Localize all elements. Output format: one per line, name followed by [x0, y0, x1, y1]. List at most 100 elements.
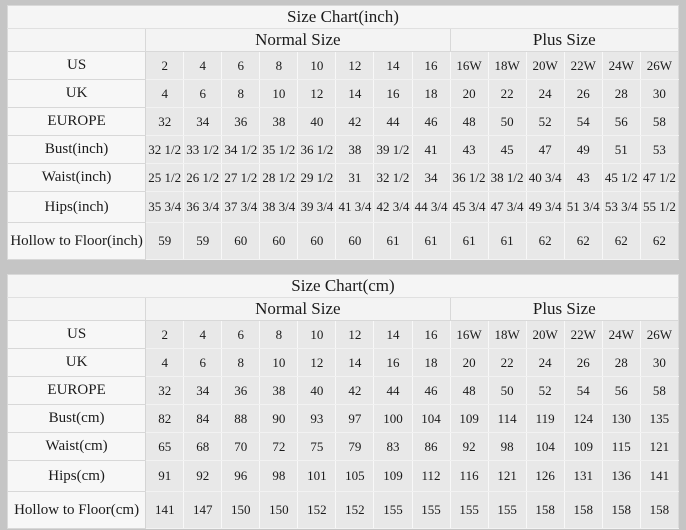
value-cell: 18W: [487, 51, 527, 80]
table-row: Hips(inch) 35 3/4 36 3/4 37 3/4 38 3/4 39 3/4…: [7, 191, 679, 223]
value-cell: 16: [411, 320, 451, 349]
value-cell: 31: [335, 163, 374, 192]
table-title-cm: Size Chart(cm): [7, 274, 679, 298]
value-cell: 84: [183, 404, 222, 433]
corner-cell: [7, 297, 147, 321]
corner-cell: [7, 28, 147, 52]
value-cell: 105: [335, 460, 374, 492]
value-cell: 136: [601, 460, 641, 492]
value-cell: 33 1/2: [183, 135, 222, 164]
value-cell: 155: [411, 491, 451, 529]
value-cell: 16: [373, 348, 412, 377]
value-cell: 124: [563, 404, 603, 433]
value-cell: 47: [525, 135, 565, 164]
table-row: Hips(cm) 91 92 96 98 101 105 109 112 116 121 126 131…: [7, 460, 679, 492]
row-label: UK: [7, 79, 147, 108]
value-cell: 119: [525, 404, 565, 433]
value-cell: 6: [183, 79, 222, 108]
value-cell: 22W: [563, 51, 603, 80]
value-cell: 41 3/4: [335, 191, 374, 223]
value-cell: 34 1/2: [221, 135, 260, 164]
value-cell: 61: [373, 222, 412, 260]
value-cell: 28: [601, 79, 641, 108]
row-label: EUROPE: [7, 376, 147, 405]
value-cell: 16W: [449, 320, 489, 349]
value-cell: 28: [601, 348, 641, 377]
value-cell: 12: [297, 79, 336, 108]
value-cell: 54: [563, 107, 603, 136]
value-cell: 88: [221, 404, 260, 433]
value-cell: 50: [487, 107, 527, 136]
value-cell: 115: [601, 432, 641, 461]
value-cell: 141: [639, 460, 679, 492]
value-cell: 52: [525, 376, 565, 405]
value-cell: 126: [525, 460, 565, 492]
value-cell: 147: [183, 491, 222, 529]
group-header-normal-size: Normal Size: [145, 28, 451, 52]
value-cell: 14: [373, 51, 412, 80]
value-cell: 61: [449, 222, 489, 260]
table-row: Bust(inch) 32 1/2 33 1/2 34 1/2 35 1/2 36 1/2…: [7, 135, 679, 164]
value-cell: 91: [145, 460, 184, 492]
value-cell: 46: [411, 376, 451, 405]
value-cell: 158: [563, 491, 603, 529]
value-cell: 24: [525, 348, 565, 377]
value-cell: 152: [335, 491, 374, 529]
value-cell: 4: [145, 79, 184, 108]
value-cell: 150: [221, 491, 260, 529]
value-cell: 14: [335, 79, 374, 108]
value-cell: 29 1/2: [297, 163, 336, 192]
value-cell: 22: [487, 348, 527, 377]
value-cell: 25 1/2: [145, 163, 184, 192]
value-cell: 38: [335, 135, 374, 164]
value-cell: 6: [183, 348, 222, 377]
value-cell: 20W: [525, 51, 565, 80]
value-cell: 26W: [639, 320, 679, 349]
value-cell: 20: [449, 348, 489, 377]
value-cell: 2: [145, 51, 184, 80]
value-cell: 32: [145, 107, 184, 136]
value-cell: 131: [563, 460, 603, 492]
table-title-row: Size Chart(cm): [7, 274, 679, 298]
value-cell: 16: [373, 79, 412, 108]
value-cell: 43: [563, 163, 603, 192]
table-row: Bust(cm) 82 84 88 90 93 97 100 104 109 114 119 124 13…: [7, 404, 679, 433]
value-cell: 36: [221, 107, 260, 136]
value-cell: 98: [487, 432, 527, 461]
value-cell: 26 1/2: [183, 163, 222, 192]
row-label: Hips(inch): [7, 191, 147, 223]
value-cell: 92: [449, 432, 489, 461]
value-cell: 58: [639, 376, 679, 405]
value-cell: 47 1/2: [639, 163, 679, 192]
value-cell: 22: [487, 79, 527, 108]
value-cell: 59: [145, 222, 184, 260]
value-cell: 45: [487, 135, 527, 164]
value-cell: 112: [411, 460, 451, 492]
value-cell: 10: [297, 320, 336, 349]
value-cell: 60: [221, 222, 260, 260]
value-cell: 36 1/2: [449, 163, 489, 192]
value-cell: 24W: [601, 51, 641, 80]
value-cell: 45 1/2: [601, 163, 641, 192]
value-cell: 97: [335, 404, 374, 433]
value-cell: 38: [259, 376, 298, 405]
value-cell: 60: [297, 222, 336, 260]
value-cell: 38 1/2: [487, 163, 527, 192]
value-cell: 155: [373, 491, 412, 529]
value-cell: 22W: [563, 320, 603, 349]
table-row: US 2 4 6 8 10 12 14 16 16W 18W 20W 22W 24W 26W: [7, 51, 679, 80]
value-cell: 27 1/2: [221, 163, 260, 192]
value-cell: 40 3/4: [525, 163, 565, 192]
value-cell: 48: [449, 107, 489, 136]
value-cell: 18: [411, 348, 451, 377]
group-header-row: Normal Size Plus Size: [7, 28, 679, 52]
row-label: Hollow to Floor(inch): [7, 222, 147, 260]
value-cell: 86: [411, 432, 451, 461]
row-label: Hips(cm): [7, 460, 147, 492]
value-cell: 20W: [525, 320, 565, 349]
table-row: UK 4 6 8 10 12 14 16 18 20 22 24 26 28 30: [7, 348, 679, 377]
table-row: EUROPE 32 34 36 38 40 42 44 46 48 50 52 54 56 58: [7, 107, 679, 136]
row-label: Hollow to Floor(cm): [7, 491, 147, 529]
value-cell: 42: [335, 107, 374, 136]
